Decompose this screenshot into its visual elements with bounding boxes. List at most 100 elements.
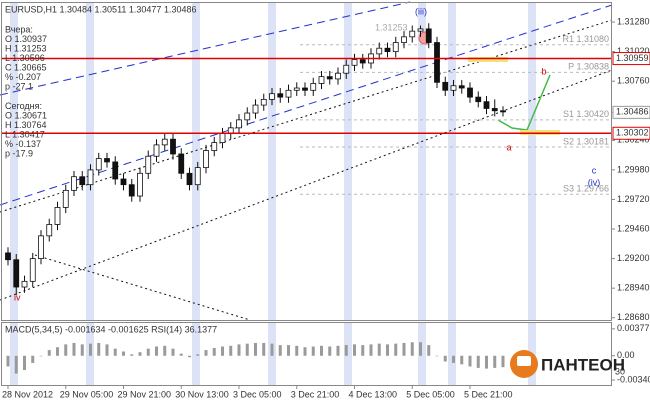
x-tick-label: 28 Nov 2012 <box>2 389 53 399</box>
macd-bar <box>443 355 447 362</box>
candle-body <box>203 150 209 169</box>
y-tick-label: 0.00 <box>617 350 635 360</box>
candle-body <box>425 28 432 43</box>
candle-body <box>178 153 185 174</box>
level-label: 1.30486 <box>616 107 649 117</box>
candle-body <box>46 224 53 237</box>
candle-body <box>442 81 449 91</box>
rsi-level: 30 <box>615 366 625 376</box>
info-line: % -0.207 <box>5 72 41 82</box>
candle-body <box>285 89 292 98</box>
pivot-label: S1 1.30420 <box>563 109 609 119</box>
macd-bar <box>410 342 414 356</box>
candle-body <box>145 155 152 174</box>
macd-bar <box>171 348 175 356</box>
macd-bar <box>31 355 35 363</box>
y-tick-label: 1.31280 <box>617 16 650 26</box>
x-tick-label: 3 Dec 21:00 <box>291 389 340 399</box>
info-line: H 1.30764 <box>5 120 47 130</box>
x-tick-label: 4 Dec 13:00 <box>349 389 398 399</box>
candle-body <box>260 98 267 106</box>
info-line: L 1.30417 <box>5 129 45 139</box>
macd-bar <box>245 343 249 356</box>
macd-bar <box>419 342 422 356</box>
macd-bar <box>39 355 43 357</box>
candle-body <box>71 176 77 191</box>
level-box <box>612 126 650 140</box>
candle-body <box>269 93 275 100</box>
candle-body <box>21 280 28 288</box>
candle-body <box>384 47 391 53</box>
macd-bar <box>377 343 381 356</box>
macd-frame <box>1 322 612 386</box>
macd-bar <box>427 345 431 356</box>
candle-body <box>219 133 226 143</box>
logo-text: ПАНТЕОН <box>541 355 625 374</box>
candle-body <box>302 87 308 91</box>
candle-body <box>252 104 259 114</box>
wave-label: (iv) <box>588 177 601 187</box>
macd-bar <box>47 350 51 356</box>
macd-bar <box>295 345 299 356</box>
candle-body <box>401 36 407 43</box>
macd-bar <box>14 355 18 374</box>
candle-body <box>434 42 440 83</box>
candle-body <box>277 93 284 98</box>
level-label: 1.30959 <box>616 53 649 63</box>
candle-body <box>161 138 168 146</box>
macd-bar <box>287 345 290 356</box>
macd-bar <box>254 342 257 356</box>
candle-body <box>54 207 61 225</box>
macd-bar <box>468 355 472 367</box>
macd-bar <box>212 347 216 356</box>
macd-title: MACD(5,34,5) -0.001634 -0.001625 RSI(14)… <box>5 324 217 334</box>
macd-bar <box>80 344 84 356</box>
macd-bar <box>460 355 464 365</box>
candle-body <box>467 87 473 98</box>
macd-bar <box>229 345 233 356</box>
x-tick-label: 3 Dec 05:00 <box>233 389 282 399</box>
candle-body <box>128 184 135 197</box>
macd-bar <box>89 343 92 356</box>
y-tick-label: 1.30760 <box>617 76 650 86</box>
info-line: H 1.31253 <box>5 43 47 53</box>
candle-body <box>343 64 350 74</box>
pivot-label: P 1.30838 <box>568 62 609 72</box>
macd-bar <box>64 344 68 356</box>
info-line: Сегодня: <box>5 101 42 111</box>
level-box <box>612 52 650 66</box>
candle-body <box>500 110 506 113</box>
candle-body <box>318 76 325 84</box>
y-tick-label: 1.28680 <box>617 312 650 322</box>
macd-bar <box>320 345 323 356</box>
wave-label: iv <box>14 292 21 302</box>
macd-bar <box>328 346 332 356</box>
y-tick-label: 0.003778 <box>617 323 650 333</box>
macd-bar <box>204 350 208 356</box>
x-tick-label: 5 Dec 21:00 <box>464 389 513 399</box>
x-tick-label: 30 Nov 13:00 <box>175 389 229 399</box>
macd-bar <box>435 355 439 357</box>
y-tick-label: 1.29980 <box>617 164 650 174</box>
candle-body <box>244 112 251 121</box>
info-line: L 1.30596 <box>5 53 45 63</box>
candle-body <box>38 235 44 259</box>
macd-bar <box>369 344 373 356</box>
macd-bar <box>146 348 150 356</box>
y-tick-label: 1.28940 <box>617 283 650 293</box>
x-tick-label: 29 Nov 05:00 <box>60 389 114 399</box>
candle-body <box>104 158 110 163</box>
macd-bar <box>353 344 356 356</box>
macd-bar <box>237 344 241 356</box>
macd-bar <box>476 355 480 368</box>
macd-bar <box>56 347 59 356</box>
macd-bar <box>6 355 10 367</box>
candle-body <box>335 72 341 80</box>
candle-body <box>326 76 333 80</box>
macd-bar <box>402 342 406 356</box>
macd-bar <box>262 342 266 356</box>
candle-body <box>351 59 358 66</box>
macd-bar <box>336 345 340 356</box>
